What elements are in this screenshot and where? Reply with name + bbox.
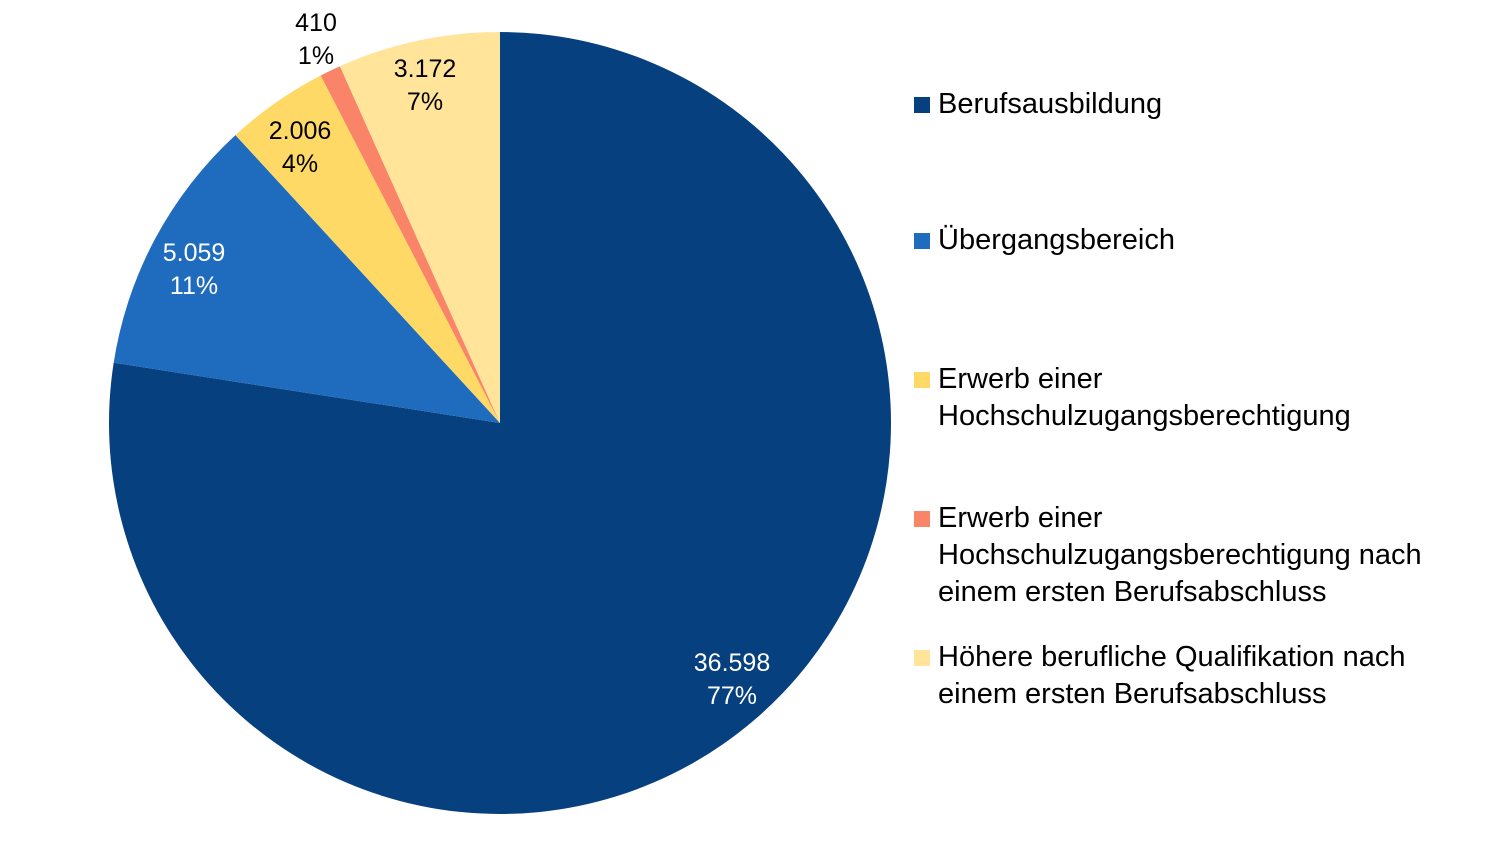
legend-label: Höhere berufliche Qualifikation nach ein… (938, 641, 1406, 710)
legend-swatch (914, 650, 930, 666)
data-label-value: 5.059 (163, 239, 226, 267)
data-label-value: 3.172 (394, 55, 457, 83)
legend-item-hzb-nach-berufsabschluss: Erwerb einer Hochschulzugangsberechtigun… (914, 500, 1422, 611)
legend-swatch (914, 233, 930, 249)
pie-slice (235, 75, 500, 424)
data-label-percent: 77% (707, 682, 757, 710)
pie-slice (109, 32, 892, 814)
legend-swatch (914, 97, 930, 113)
legend-swatch (914, 372, 930, 388)
data-label-value: 410 (295, 9, 337, 37)
legend-item-berufsausbildung: Berufsausbildung (914, 86, 1162, 123)
data-label-percent: 7% (407, 88, 443, 116)
data-label-percent: 4% (282, 150, 318, 178)
legend-label: Erwerb einer Hochschulzugangsberechtigun… (938, 363, 1351, 432)
data-label-value: 2.006 (269, 117, 332, 145)
legend-swatch (914, 511, 930, 527)
data-label-percent: 11% (170, 272, 218, 300)
pie-slice (113, 135, 501, 424)
pie-slice (339, 32, 500, 423)
data-label-value: 36.598 (694, 649, 770, 677)
pie-slice (320, 66, 500, 424)
legend-item-hzb: Erwerb einer Hochschulzugangsberechtigun… (914, 361, 1351, 435)
data-label-percent: 1% (298, 42, 334, 70)
legend-label: Übergangsbereich (938, 224, 1175, 256)
legend-item-hoehere-qualifikation: Höhere berufliche Qualifikation nach ein… (914, 639, 1406, 713)
legend-label: Erwerb einer Hochschulzugangsberechtigun… (938, 502, 1422, 608)
pie-chart: 36.598 77% 5.059 11% 2.006 4% 410 1% 3.172 7% (109, 9, 892, 814)
legend-item-uebergangsbereich: Übergangsbereich (914, 222, 1175, 259)
legend-label: Berufsausbildung (938, 88, 1163, 120)
